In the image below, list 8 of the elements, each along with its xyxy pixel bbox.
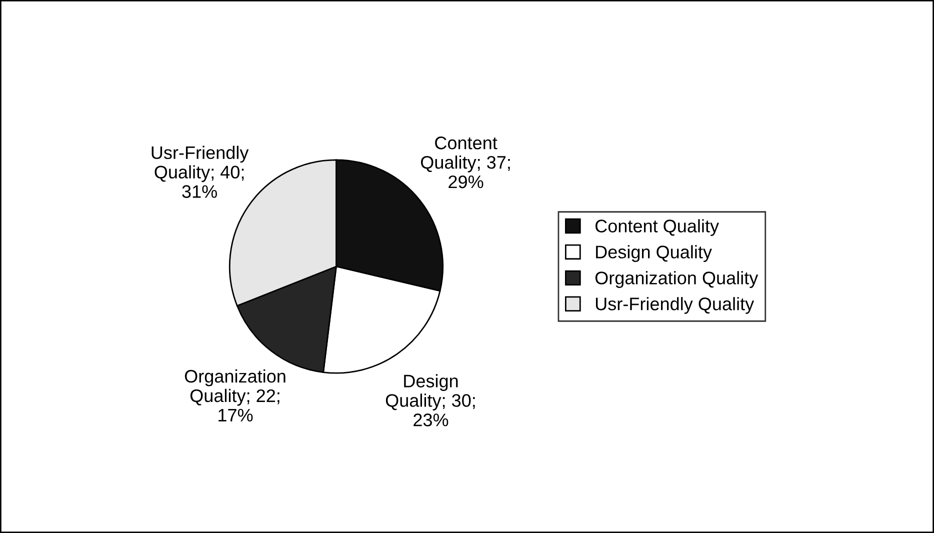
- data-label: Content Quality; 37; 29%: [420, 136, 510, 188]
- data-label: Organization Quality; 22; 17%: [184, 369, 286, 422]
- legend-label: Content Quality: [595, 219, 719, 236]
- data-label: Usr-Friendly Quality; 40; 31%: [152, 146, 249, 198]
- legend-label: Design Quality: [596, 245, 712, 262]
- legend-label: Organization Quality: [595, 271, 758, 288]
- legend-label: Usr-Friendly Quality: [596, 297, 754, 314]
- data-label: Design Quality; 30; 23%: [386, 374, 475, 426]
